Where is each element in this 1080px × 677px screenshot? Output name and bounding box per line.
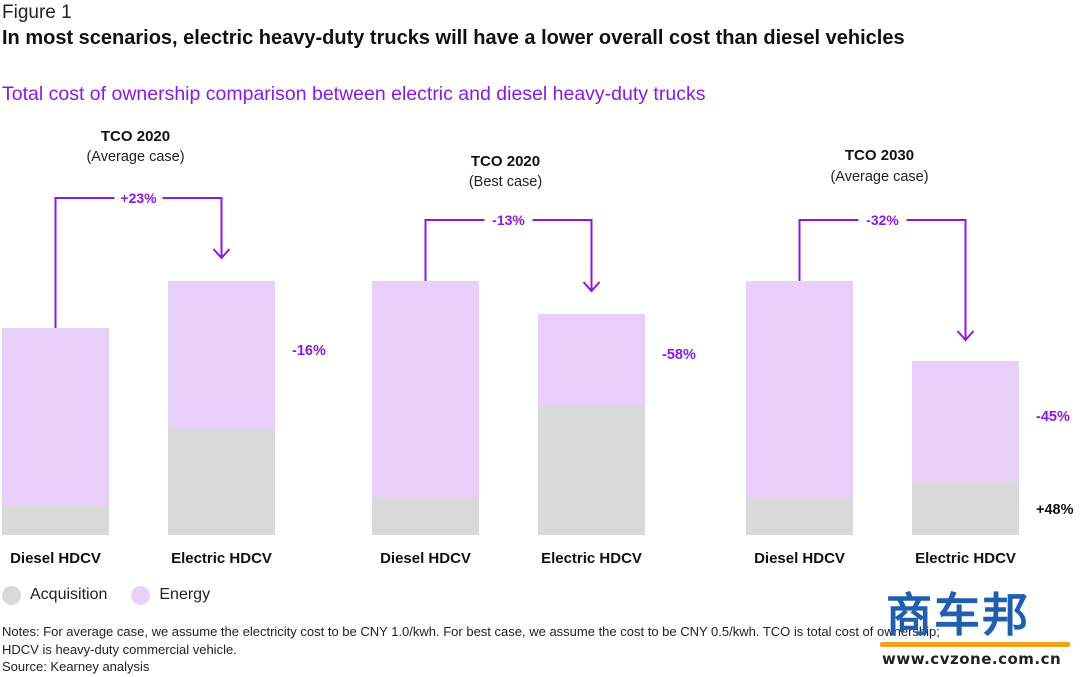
watermark-url: www.cvzone.com.cn: [882, 650, 1062, 668]
bar-segment-energy: [372, 281, 479, 497]
legend-label-energy: Energy: [159, 586, 211, 603]
legend-swatch-acquisition: [2, 585, 21, 605]
connector-arrowhead: [582, 281, 601, 293]
category-label: Diesel HDCV: [380, 550, 471, 567]
bar-segment-acquisition: [2, 505, 109, 535]
bar-segment-energy: [168, 281, 275, 429]
category-label: Diesel HDCV: [10, 550, 101, 567]
energy-change-label: -16%: [292, 343, 326, 359]
source-line: Source: Kearney analysis: [2, 659, 150, 674]
bar-segment-acquisition: [538, 405, 645, 535]
connector-line-left: [54, 197, 115, 328]
watermark-underline: [880, 642, 1070, 647]
group-title: TCO 2030: [845, 147, 914, 164]
legend-label-acquisition: Acquisition: [30, 586, 108, 603]
connector-line-left: [424, 219, 485, 281]
total-change-label: +23%: [120, 190, 157, 206]
group-subtitle: (Best case): [469, 174, 542, 190]
connector-arrowhead: [212, 248, 231, 260]
bar-segment-energy: [746, 281, 853, 498]
connector-line-left: [798, 219, 859, 281]
chart-subtitle: Total cost of ownership comparison betwe…: [2, 83, 706, 105]
bar-segment-acquisition: [912, 481, 1019, 535]
connector-line-right: [162, 197, 223, 258]
legend-swatch-energy: [131, 585, 151, 605]
notes-line-2: HDCV is heavy-duty commercial vehicle.: [2, 641, 237, 657]
tco-chart: TCO 2020 (Average case) Diesel HDCV Electri…: [2, 128, 1074, 567]
category-label: Electric HDCV: [171, 550, 272, 567]
category-label: Electric HDCV: [541, 550, 642, 567]
energy-change-label: -58%: [662, 347, 696, 363]
legend-item-energy: Energy: [131, 585, 211, 605]
bar-segment-acquisition: [168, 429, 275, 535]
category-label: Electric HDCV: [915, 550, 1016, 567]
legend-item-acquisition: Acquisition: [2, 585, 108, 605]
watermark-brand: 商车邦: [886, 588, 1030, 642]
connector-line-right: [906, 219, 967, 340]
energy-change-label: -45%: [1036, 409, 1070, 425]
bar-segment-energy: [2, 328, 109, 505]
connector-arrowhead: [956, 330, 975, 342]
bar-segment-energy: [912, 361, 1019, 481]
bar-segment-acquisition: [746, 498, 853, 535]
total-change-label: -13%: [492, 212, 525, 228]
category-label: Diesel HDCV: [754, 550, 845, 567]
bar-segment-acquisition: [372, 497, 479, 535]
group-subtitle: (Average case): [830, 169, 928, 185]
group-title: TCO 2020: [101, 128, 170, 145]
group-subtitle: (Average case): [86, 149, 184, 165]
figure-label: Figure 1: [2, 2, 72, 23]
watermark-logo: 商车邦 www.cvzone.com.cn: [880, 588, 1075, 674]
chart-headline: In most scenarios, electric heavy-duty t…: [2, 27, 905, 49]
bar-segment-energy: [538, 314, 645, 405]
notes-line-1: Notes: For average case, we assume the e…: [2, 624, 940, 639]
chart-notes: Notes: For average case, we assume the e…: [2, 623, 1072, 676]
chart-legend: Acquisition Energy: [2, 583, 234, 607]
total-change-label: -32%: [866, 212, 899, 228]
acquisition-change-label: +48%: [1036, 502, 1074, 518]
group-title: TCO 2020: [471, 153, 540, 170]
connector-line-right: [532, 219, 593, 291]
